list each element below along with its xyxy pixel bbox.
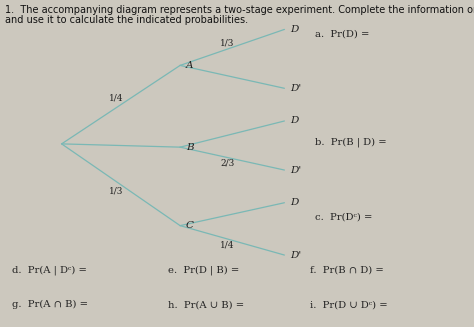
Text: g.  Pr(A ∩ B) =: g. Pr(A ∩ B) = <box>12 300 88 309</box>
Text: i.  Pr(D ∪ Dᶜ) =: i. Pr(D ∪ Dᶜ) = <box>310 300 388 309</box>
Text: f.  Pr(B ∩ D) =: f. Pr(B ∩ D) = <box>310 265 384 274</box>
Text: b.  Pr(B | D) =: b. Pr(B | D) = <box>315 137 387 147</box>
Text: h.  Pr(A ∪ B) =: h. Pr(A ∪ B) = <box>168 300 245 309</box>
Text: c.  Pr(Dᶜ) =: c. Pr(Dᶜ) = <box>315 213 373 222</box>
Text: D': D' <box>290 250 301 260</box>
Text: and use it to calculate the indicated probabilities.: and use it to calculate the indicated pr… <box>5 15 248 25</box>
Text: e.  Pr(D | B) =: e. Pr(D | B) = <box>168 265 239 275</box>
Text: 1/3: 1/3 <box>220 38 235 47</box>
Text: 1/4: 1/4 <box>220 241 235 250</box>
Text: 2/3: 2/3 <box>220 159 235 168</box>
Text: B: B <box>186 143 193 152</box>
Text: D: D <box>290 25 299 34</box>
Text: C: C <box>186 221 194 230</box>
Text: 1/4: 1/4 <box>109 94 123 103</box>
Text: D: D <box>290 116 299 126</box>
Text: D: D <box>290 198 299 207</box>
Text: D': D' <box>290 165 301 175</box>
Text: a.  Pr(D) =: a. Pr(D) = <box>315 30 370 39</box>
Text: A: A <box>186 61 193 70</box>
Text: 1/3: 1/3 <box>109 187 123 196</box>
Text: D': D' <box>290 84 301 93</box>
Text: d.  Pr(A | Dᶜ) =: d. Pr(A | Dᶜ) = <box>12 265 87 275</box>
Text: 1.  The accompanying diagram represents a two-stage experiment. Complete the inf: 1. The accompanying diagram represents a… <box>5 5 474 15</box>
